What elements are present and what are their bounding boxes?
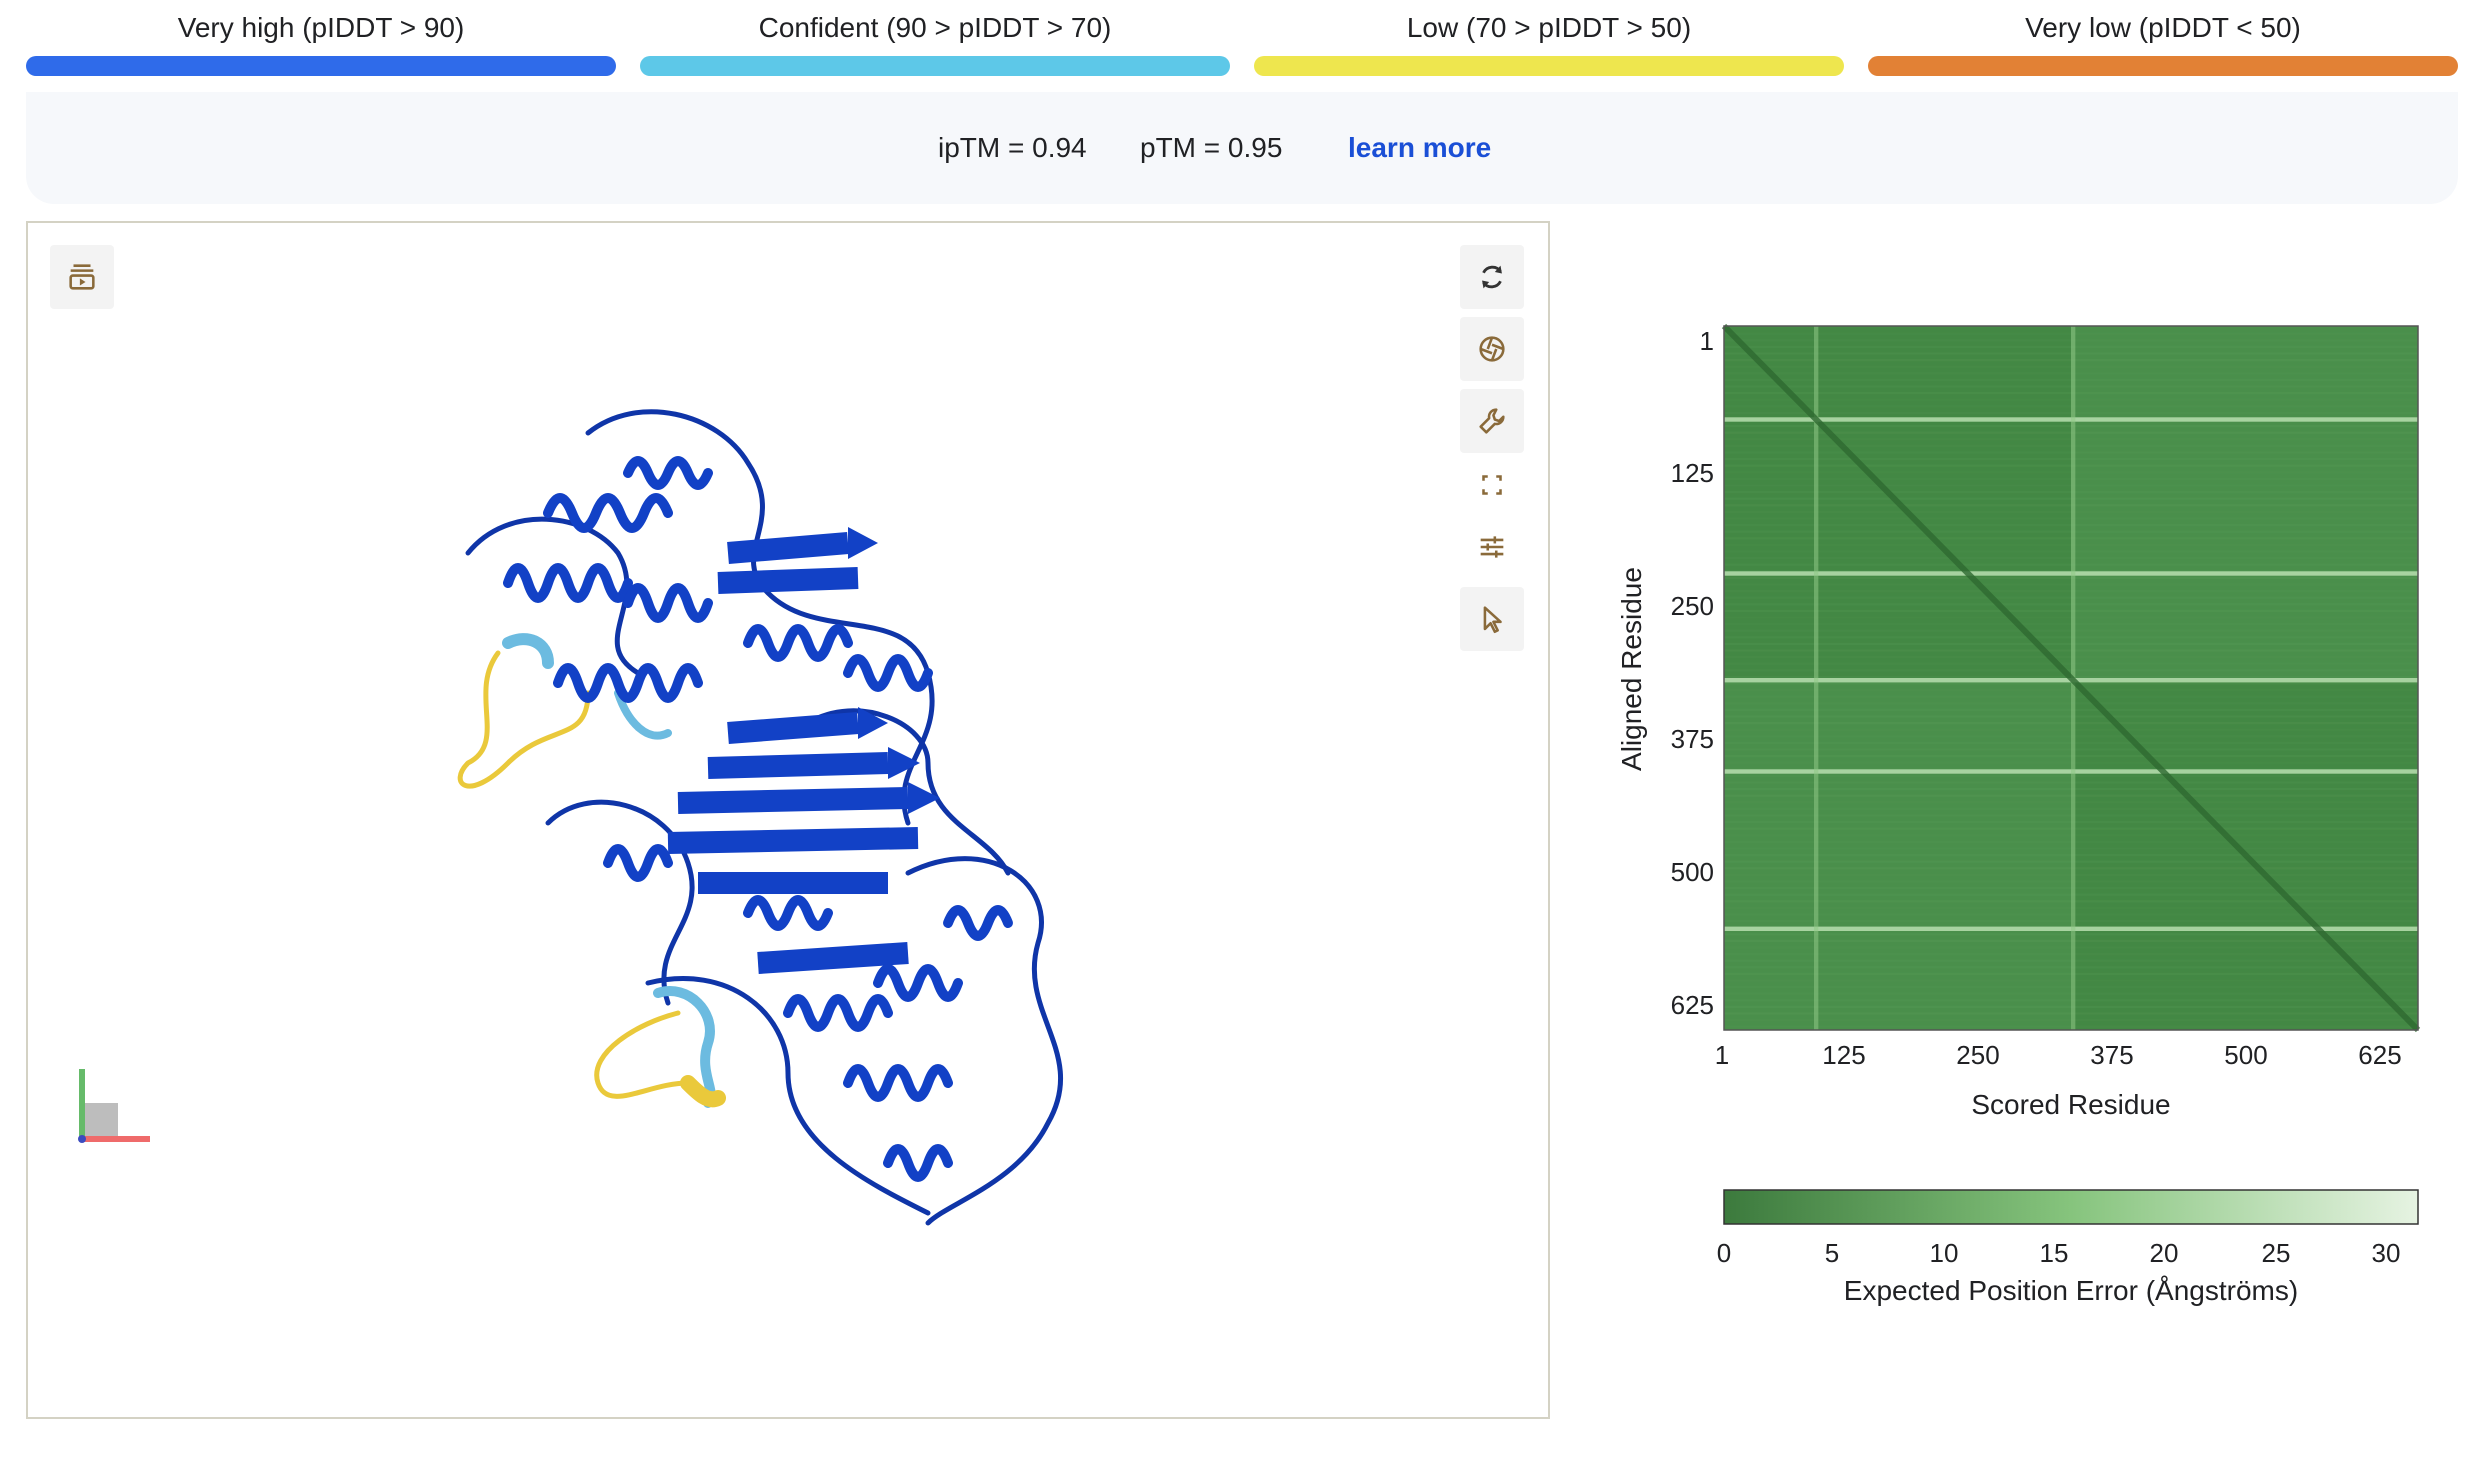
heatmap-frame — [1723, 325, 2419, 1031]
pae-chart: 1 125 250 375 500 625 1 125 250 375 500 … — [1600, 300, 2450, 1350]
learn-more-link[interactable]: learn more — [1348, 132, 1492, 163]
screenshot-icon — [1479, 336, 1505, 362]
legend-low: Low (70 > pIDDT > 50) — [1254, 8, 1844, 80]
y-tick-label: 500 — [1670, 857, 1714, 887]
y-tick-label: 250 — [1670, 591, 1714, 621]
confidence-scores-panel: ipTM = 0.94 pTM = 0.95 learn more — [26, 92, 2458, 204]
x-axis-label: Scored Residue — [1971, 1089, 2171, 1120]
orientation-axes — [78, 1069, 150, 1143]
x-tick-label: 1 — [1714, 1040, 1730, 1070]
colorbar-tick-label: 15 — [2039, 1238, 2069, 1268]
legend-very-low: Very low (pIDDT < 50) — [1868, 8, 2458, 80]
legend-bar — [1254, 56, 1844, 76]
colorbar-tick-label: 25 — [2261, 1238, 2291, 1268]
cursor-icon — [1483, 606, 1502, 634]
x-tick-label: 125 — [1822, 1040, 1866, 1070]
structure-viewer[interactable] — [26, 221, 1550, 1419]
x-tick-label: 500 — [2224, 1040, 2268, 1070]
screenshot-button[interactable] — [1460, 317, 1524, 381]
legend-label: Confident (90 > pIDDT > 70) — [758, 12, 1112, 43]
colorbar-tick-label: 0 — [1716, 1238, 1732, 1268]
colorbar-tick-label: 10 — [1929, 1238, 1959, 1268]
x-tick-label: 625 — [2358, 1040, 2402, 1070]
colorbar-gradient — [1723, 1189, 2419, 1225]
heatmap-diagonal — [1721, 323, 2421, 1033]
pae-heatmap-svg — [1721, 323, 2421, 1225]
colorbar-tick-label: 20 — [2149, 1238, 2179, 1268]
tools-button[interactable] — [1460, 389, 1524, 453]
legend-confident: Confident (90 > pIDDT > 70) — [640, 8, 1230, 80]
reset-view-icon — [1482, 265, 1502, 289]
y-axis-label: Aligned Residue — [1616, 567, 1647, 771]
legend-bar — [640, 56, 1230, 76]
animation-toggle-button[interactable] — [50, 245, 114, 309]
fullscreen-button[interactable] — [1460, 453, 1524, 517]
legend-bar — [26, 56, 616, 76]
select-mode-button[interactable] — [1460, 587, 1524, 651]
y-tick-label: 375 — [1670, 724, 1714, 754]
x-tick-label: 250 — [1956, 1040, 2000, 1070]
y-tick-label: 125 — [1670, 458, 1714, 488]
legend-label: Very high (pIDDT > 90) — [177, 12, 465, 43]
play-frames-icon — [69, 264, 95, 290]
x-tick-label: 375 — [2090, 1040, 2134, 1070]
colorbar-tick-label: 5 — [1824, 1238, 1840, 1268]
ptm-score: pTM = 0.95 — [1140, 132, 1283, 163]
y-tick-label: 1 — [1699, 326, 1714, 356]
wrench-icon — [1479, 408, 1505, 434]
settings-button[interactable] — [1460, 515, 1524, 579]
colorbar-tick-label: 30 — [2371, 1238, 2401, 1268]
legend-bar — [1868, 56, 2458, 76]
reset-view-button[interactable] — [1460, 245, 1524, 309]
plddt-legend: Very high (pIDDT > 90) Confident (90 > p… — [26, 8, 2458, 80]
legend-very-high: Very high (pIDDT > 90) — [26, 8, 616, 80]
legend-label: Very low (pIDDT < 50) — [2025, 12, 2301, 43]
fullscreen-icon — [1482, 475, 1502, 495]
heatmap-bright-column — [1814, 326, 1819, 1030]
colorbar-label: Expected Position Error (Ångströms) — [1843, 1275, 2299, 1306]
colorbar — [1723, 1189, 2419, 1225]
iptm-score: ipTM = 0.94 — [938, 132, 1087, 163]
legend-label: Low (70 > pIDDT > 50) — [1406, 12, 1692, 43]
y-tick-label: 625 — [1670, 990, 1714, 1020]
protein-structure-render[interactable] — [28, 223, 1550, 1419]
settings-sliders-icon — [1480, 536, 1504, 558]
pae-heatmap[interactable] — [1721, 323, 2421, 1033]
